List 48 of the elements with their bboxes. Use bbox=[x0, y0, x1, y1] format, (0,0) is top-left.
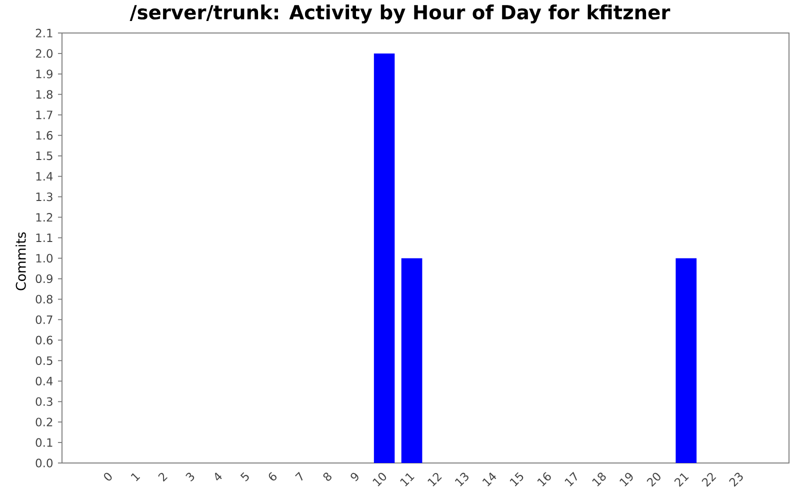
x-tick-label: 17 bbox=[564, 472, 577, 486]
y-tick-label: 0.2 bbox=[36, 418, 52, 426]
x-tick-label: 20 bbox=[646, 472, 660, 487]
y-tick-label: 2.0 bbox=[36, 49, 53, 58]
y-tick-label: 1.4 bbox=[36, 172, 53, 181]
y-tick-label: 0.4 bbox=[36, 376, 53, 386]
x-tick-label: 23 bbox=[729, 472, 743, 487]
x-tick-label: 22 bbox=[702, 472, 716, 487]
x-tick-label: 11 bbox=[400, 473, 414, 486]
y-tick-label: 0.3 bbox=[36, 397, 52, 406]
y-tick-label: 0.8 bbox=[36, 294, 52, 304]
x-tick-label: 7 bbox=[295, 472, 303, 481]
x-tick-label: 4 bbox=[214, 472, 222, 480]
x-tick-label: 19 bbox=[620, 472, 633, 486]
y-tick-label: 1.5 bbox=[36, 152, 52, 160]
y-tick-label: 1.0 bbox=[36, 254, 53, 263]
y-tick-label: 1.1 bbox=[36, 234, 52, 242]
x-tick-label: 16 bbox=[537, 472, 551, 486]
y-tick-label: 0.7 bbox=[36, 315, 52, 324]
x-tick-label: 12 bbox=[428, 472, 442, 486]
x-tick-label: 3 bbox=[186, 472, 194, 482]
y-tick-label: 1.2 bbox=[36, 213, 52, 222]
y-tick-label: 0.6 bbox=[36, 336, 53, 344]
x-tick-label: 13 bbox=[454, 472, 468, 486]
y-axis-title: Commits bbox=[16, 232, 26, 290]
x-tick-label: 14 bbox=[482, 472, 496, 486]
x-tick-label: 2 bbox=[158, 472, 168, 482]
x-tick-label: 10 bbox=[372, 472, 386, 486]
y-tick-label: 1.7 bbox=[36, 110, 52, 120]
x-tick-label: 6 bbox=[268, 472, 277, 480]
x-tick-label: 0 bbox=[104, 472, 112, 481]
chart-title: /server/trunk: Activity by Hour of Day for kfitzner bbox=[130, 4, 670, 24]
y-tick-label: 0.9 bbox=[36, 274, 52, 284]
y-tick-label: 1.8 bbox=[36, 90, 52, 99]
x-tick-label: 15 bbox=[510, 472, 524, 486]
x-tick-label: 5 bbox=[240, 472, 249, 482]
x-tick-label: 18 bbox=[592, 472, 606, 486]
y-tick-label: 1.6 bbox=[36, 131, 53, 140]
x-tick-label: 9 bbox=[350, 472, 358, 482]
x-tick-label: 8 bbox=[323, 472, 332, 481]
x-tick-label: 1 bbox=[130, 473, 140, 482]
y-tick-label: 0.5 bbox=[36, 356, 52, 365]
y-tick-label: 0.1 bbox=[36, 438, 52, 447]
y-tick-label: 1.9 bbox=[36, 70, 52, 78]
x-tick-label: 21 bbox=[674, 473, 689, 487]
y-tick-label: 2.1 bbox=[36, 28, 52, 38]
y-tick-label: 1.3 bbox=[36, 192, 52, 202]
y-tick-label: 0.0 bbox=[36, 458, 53, 468]
